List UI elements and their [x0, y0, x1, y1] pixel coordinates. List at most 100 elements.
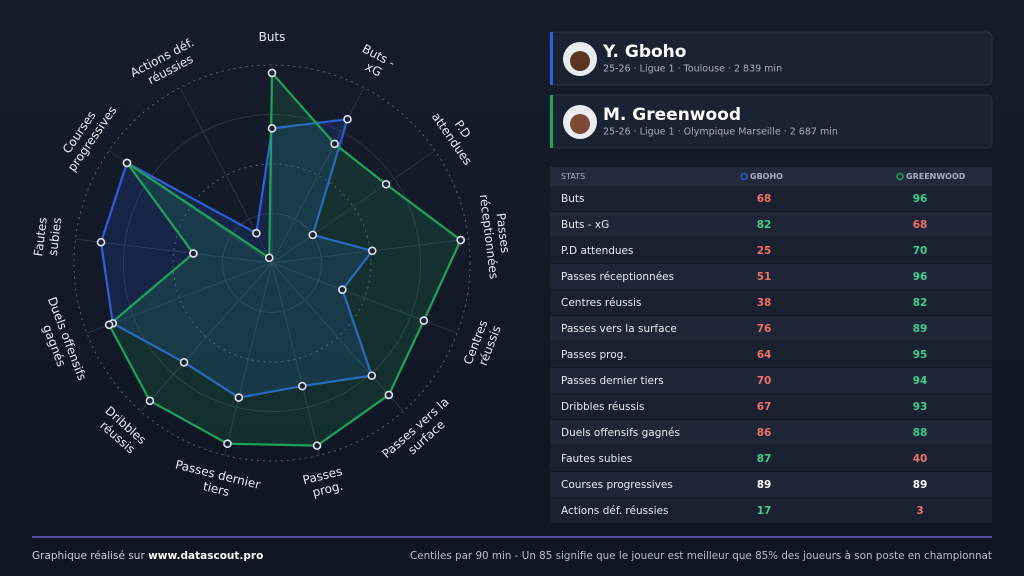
- row-value: 96: [913, 193, 928, 205]
- player-avatar-face: [570, 114, 590, 134]
- row-label: Passes prog.: [561, 349, 627, 361]
- table-row: [550, 368, 992, 393]
- radar-point: [330, 139, 339, 149]
- row-value: 40: [913, 453, 928, 465]
- table-row: [550, 394, 992, 419]
- row-value: 94: [913, 375, 928, 387]
- radar-point: [179, 357, 189, 367]
- row-label: Actions déf. réussies: [561, 505, 668, 517]
- radar-point: [122, 158, 132, 168]
- grid-ring: [172, 163, 372, 363]
- axis-label: Actions déf. réussies: [128, 33, 206, 92]
- axis-label: Passes réceptionnées: [477, 192, 515, 280]
- label-line: xG: [363, 59, 384, 79]
- axis-label: Duels offensifs gagnés: [32, 295, 91, 391]
- row-value: 87: [757, 453, 772, 465]
- table-row: [550, 446, 992, 471]
- axis-label: Passes vers la surface: [379, 392, 464, 472]
- radar-point: [104, 320, 114, 330]
- legend-dot: [740, 172, 748, 181]
- table-row: [550, 212, 992, 237]
- player-accent: [550, 32, 553, 85]
- row-label: Passes dernier tiers: [561, 375, 664, 387]
- radar-point: [267, 68, 277, 78]
- axis-label: Buts - xG: [353, 41, 401, 84]
- row-value: 67: [757, 401, 772, 413]
- row-value: 88: [913, 427, 928, 439]
- row-label: Courses progressives: [561, 479, 673, 491]
- radar-point: [343, 114, 352, 124]
- row-value: 17: [757, 505, 772, 517]
- table-row: [550, 420, 992, 445]
- row-value: 25: [757, 245, 772, 257]
- footer-right: Centiles par 90 min - Un 85 signifie que…: [410, 550, 992, 562]
- player-subtitle: 25-26 · Ligue 1 · Toulouse · 2 839 min: [603, 64, 782, 75]
- spoke: [224, 262, 273, 456]
- spoke: [271, 262, 320, 456]
- radar-point: [223, 439, 232, 449]
- grid-ring: [73, 64, 471, 462]
- axis-label: P.D attendues: [429, 101, 487, 167]
- radar-point: [189, 249, 198, 258]
- table-row: [550, 264, 992, 289]
- axis-label: Courses progressives: [53, 95, 119, 174]
- row-value: 70: [913, 245, 928, 257]
- footer-left: Graphique réalisé sur www.datascout.pro: [32, 550, 263, 562]
- spoke: [75, 238, 273, 264]
- row-label: Fautes subies: [561, 453, 632, 465]
- row-label: Dribbles réussis: [561, 401, 644, 413]
- row-value: 89: [757, 479, 772, 491]
- player-avatar-face: [570, 51, 590, 71]
- row-value: 89: [913, 479, 928, 491]
- row-label: Centres réussis: [561, 297, 641, 309]
- radar-point: [419, 316, 429, 325]
- spoke: [271, 150, 436, 264]
- table-row: [550, 238, 992, 263]
- table-row: [550, 290, 992, 315]
- row-label: Buts - xG: [561, 219, 609, 231]
- row-value: 86: [757, 427, 772, 439]
- row-value: 51: [757, 271, 772, 283]
- radar-point: [234, 393, 244, 402]
- radar-point: [145, 396, 155, 406]
- axis-label: Fautes subies: [31, 213, 64, 259]
- axis-label: Centres réussis: [460, 314, 504, 371]
- row-value: 96: [913, 271, 928, 283]
- row-label: Passes réceptionnées: [561, 271, 674, 283]
- radar-point: [367, 371, 377, 380]
- radar-point: [298, 381, 307, 391]
- radar-area: [99, 117, 375, 399]
- row-value: 76: [757, 323, 772, 335]
- radar-point: [312, 441, 322, 450]
- radar-point: [308, 230, 318, 240]
- radar-area: [107, 70, 463, 447]
- player-accent: [550, 95, 553, 148]
- spoke: [140, 262, 273, 412]
- legend-dot: [896, 172, 904, 181]
- row-value: 93: [913, 401, 928, 413]
- table-row: [550, 472, 992, 497]
- footer-site: www.datascout.pro: [148, 550, 263, 562]
- table-row: [550, 316, 992, 341]
- label-line: Fautes: [31, 213, 50, 257]
- footer-text: Graphique réalisé sur: [32, 550, 148, 562]
- axis-label: Passes prog.: [301, 463, 351, 501]
- player-name: Y. Gboho: [602, 42, 686, 62]
- radar-point: [367, 246, 377, 256]
- row-label: Passes vers la surface: [561, 323, 677, 335]
- table-header-bg: [550, 167, 992, 186]
- player-subtitle: 25-26 · Ligue 1 · Olympique Marseille · …: [603, 127, 838, 138]
- row-value: 89: [913, 323, 928, 335]
- axis-label: Passes dernier tiers: [171, 457, 266, 506]
- radar-point: [267, 124, 277, 133]
- radar-point: [381, 179, 391, 189]
- radar-point: [456, 235, 465, 245]
- row-value: 3: [916, 505, 923, 517]
- player-name: M. Greenwood: [603, 105, 741, 125]
- row-value: 64: [757, 349, 772, 361]
- axis-label: Buts: [259, 30, 286, 44]
- row-value: 68: [757, 193, 772, 205]
- row-value: 82: [757, 219, 772, 231]
- table-row: [550, 186, 992, 211]
